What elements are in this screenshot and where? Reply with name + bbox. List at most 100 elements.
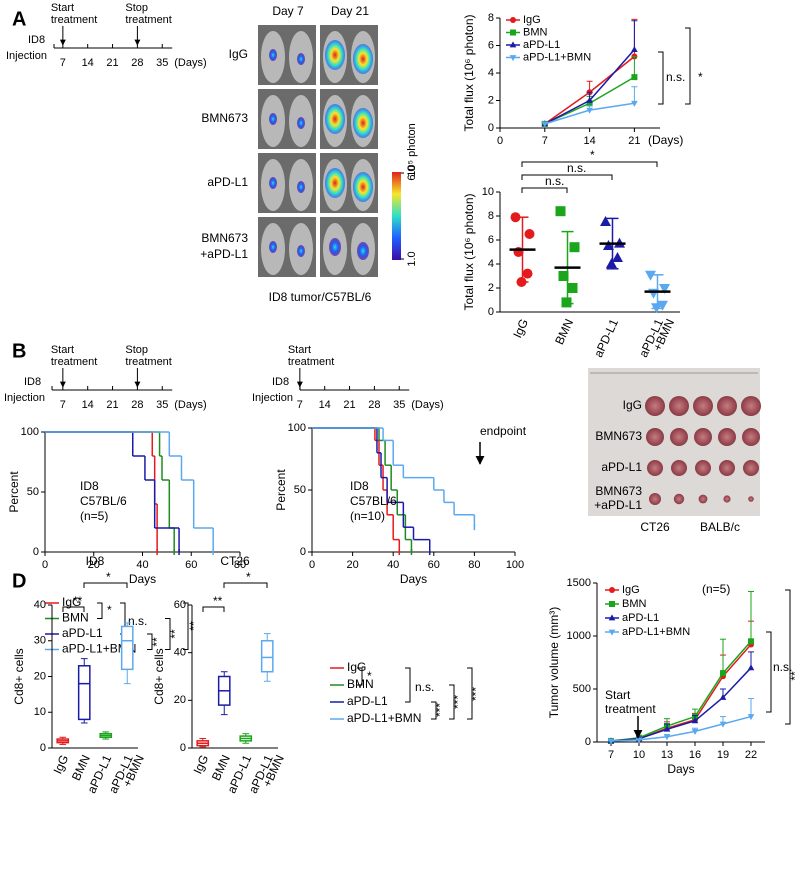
annotation: * [107, 603, 112, 617]
annotation: n.s. [415, 680, 434, 694]
legend-label: aPD-L1 [62, 626, 103, 640]
y-tick-label: 40 [34, 599, 46, 611]
marker [609, 601, 615, 607]
y-tick-label: 10 [482, 186, 494, 198]
marker [524, 229, 535, 239]
annotation: n.s. [545, 174, 564, 188]
legend-label: aPD-L1+BMN [62, 642, 136, 656]
timeline-tick-label: 35 [156, 57, 168, 69]
annotation: n.s. [666, 70, 685, 84]
annotation: ** [187, 621, 201, 631]
marker [522, 268, 533, 279]
y-tick-label: 40 [174, 647, 186, 659]
legend-label: aPD-L1+BMN [523, 51, 591, 63]
significance-bracket [467, 667, 473, 720]
y-tick-label: 0 [488, 122, 494, 134]
photo-caption: CT26 [640, 520, 670, 534]
annotation: * [590, 148, 595, 162]
y-tick-label: 2 [488, 94, 494, 106]
legend-label: aPD-L1 [622, 612, 659, 624]
marker [567, 283, 578, 293]
tumor [719, 460, 735, 476]
marker [586, 100, 593, 107]
x-tick-label: 19 [717, 749, 729, 761]
signal [297, 181, 305, 193]
colorbar [392, 172, 401, 260]
marker [631, 74, 638, 81]
y-axis-label: Cd8+ cells [152, 648, 166, 704]
box [260, 640, 274, 673]
column-label: Day 21 [331, 4, 369, 18]
treatment-label: treatment [51, 356, 97, 368]
colorbar-label: 1.0 [406, 251, 418, 266]
tumor [742, 428, 760, 446]
marker [603, 240, 614, 250]
marker [645, 270, 656, 281]
chart-title: ID8 [86, 554, 105, 568]
x-tick-label: 21 [628, 135, 640, 147]
marker [663, 725, 671, 732]
injection-label: Injection [252, 392, 293, 404]
y-tick-label: 0 [40, 742, 46, 754]
treatment-label: Start [288, 344, 311, 356]
x-tick-label: 80 [234, 559, 246, 571]
tumor [694, 428, 712, 446]
legend-label: aPD-L1 [523, 39, 560, 51]
signal [325, 40, 345, 70]
y-axis-label: Total flux (10⁶ photon) [462, 193, 476, 310]
marker [609, 587, 615, 593]
tumor [718, 428, 736, 446]
marker [600, 216, 611, 226]
legend-label: aPD-L1 [347, 694, 388, 708]
x-axis-label: Days [667, 762, 694, 776]
y-tick-label: 100 [288, 422, 306, 434]
series-line [610, 715, 752, 742]
significance-bracket [183, 602, 189, 650]
photo-row-label: IgG [623, 398, 642, 412]
box [77, 665, 91, 721]
x-tick-label: 80 [468, 559, 480, 571]
tumor [670, 428, 688, 446]
treatment-label: Start [51, 344, 74, 356]
column-label: Day 7 [272, 4, 304, 18]
photo-row-label: BMN673 [595, 429, 642, 443]
treatment-label: treatment [125, 14, 171, 26]
panel-label: D [12, 570, 26, 592]
legend-label: IgG [523, 14, 541, 26]
tumor [649, 493, 661, 505]
tumor [673, 493, 685, 505]
marker [608, 614, 616, 621]
x-tick-label: IgG [190, 753, 211, 776]
annotation: ** [168, 629, 182, 639]
timeline-tick-label: 35 [156, 399, 168, 411]
annotation: n.s. [128, 614, 147, 628]
colorbar-title: 10⁵ photon [406, 123, 418, 177]
x-tick-label: 14 [583, 135, 595, 147]
significance-bracket [97, 602, 103, 619]
tumor [669, 396, 689, 416]
timeline-tick-label: 7 [60, 57, 66, 69]
y-tick-label: 20 [174, 694, 186, 706]
treatment-label: Stop [125, 2, 148, 14]
significance-bracket [785, 589, 791, 725]
marker [747, 714, 755, 721]
marker [516, 277, 527, 287]
marker [586, 107, 593, 114]
annotation: *** [433, 703, 447, 717]
injection-label: ID8 [24, 376, 41, 388]
timeline-unit: (Days) [411, 399, 443, 411]
x-tick-label: IgG [510, 317, 531, 340]
annotation: (n=5) [80, 509, 108, 523]
x-axis-label: Days [129, 572, 156, 586]
x-tick-label: IgG [50, 753, 71, 776]
treatment-label: treatment [125, 356, 171, 368]
y-axis-label: Percent [7, 471, 21, 513]
injection-label: Injection [4, 392, 45, 404]
timeline-tick-label: 14 [319, 399, 331, 411]
timeline-tick-label: 21 [343, 399, 355, 411]
y-tick-label: 20 [34, 670, 46, 682]
row-label: IgG [229, 47, 248, 61]
timeline-tick-label: 14 [82, 399, 94, 411]
signal [353, 108, 373, 138]
tumor [671, 460, 687, 476]
